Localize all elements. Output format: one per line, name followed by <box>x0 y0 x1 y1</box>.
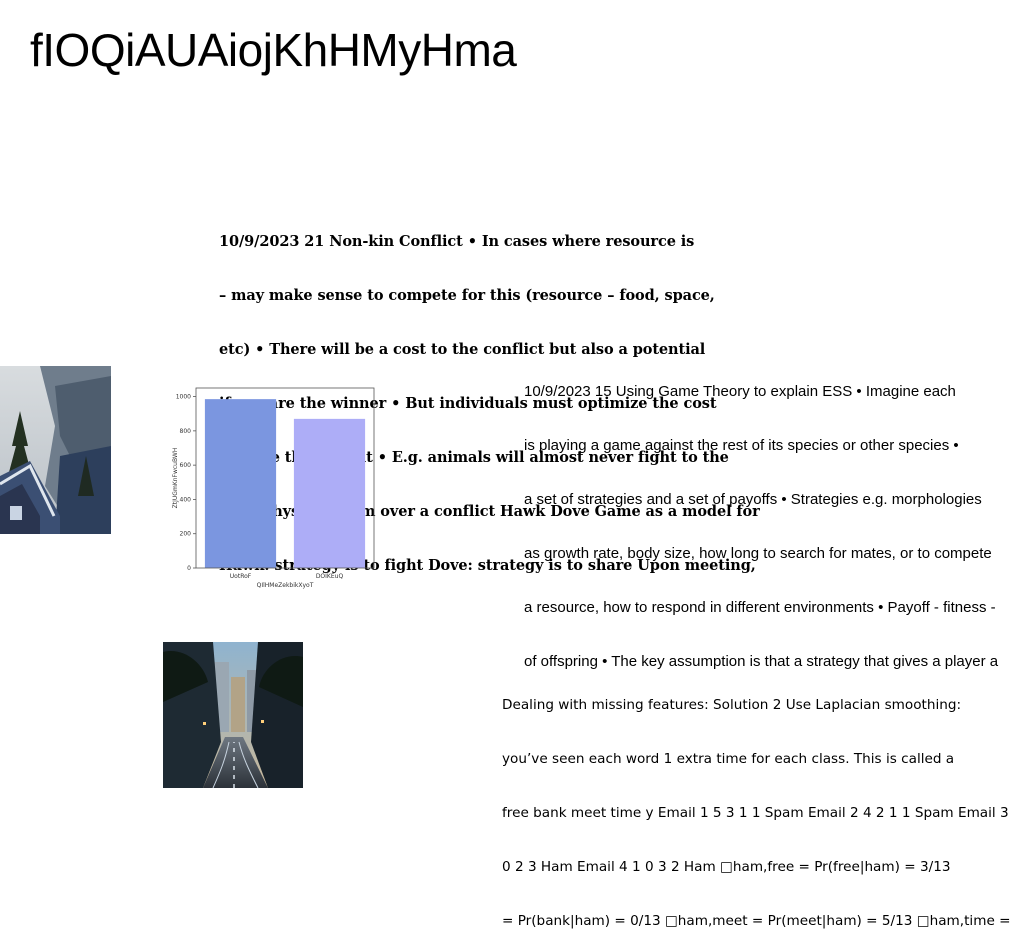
text-line: is playing a game against the rest of it… <box>524 437 959 454</box>
bar-chart: UotRoF DOIKEuQ 0 200 400 600 800 1000 QIlHMeZekb… <box>166 378 386 600</box>
y-tick-label: 0 <box>187 565 191 572</box>
text-block-laplacian-smoothing: Dealing with missing features: Solution … <box>502 660 1011 948</box>
text-line: free bank meet time y Email 1 5 3 1 1 Sp… <box>502 805 1009 821</box>
y-axis-label: ZtJUGmKnFwcuBWH <box>172 448 179 509</box>
text-line: a set of strategies and a set of payoffs… <box>524 491 982 508</box>
chart-bar <box>293 418 366 568</box>
mountain-cabin-photo <box>0 366 111 534</box>
y-tick-label: 400 <box>180 496 192 503</box>
text-line: – may make sense to compete for this (re… <box>219 287 715 304</box>
text-line: = Pr(bank|ham) = 0/13 □ham,meet = Pr(mee… <box>502 913 1011 929</box>
y-tick-label: 1000 <box>176 394 191 401</box>
x-tick-label: UotRoF <box>230 573 252 580</box>
text-block-non-kin-conflict: 10/9/2023 21 Non-kin Conflict • In cases… <box>219 197 760 593</box>
text-line: Dealing with missing features: Solution … <box>502 697 962 713</box>
text-line: 10/9/2023 21 Non-kin Conflict • In cases… <box>219 233 695 250</box>
y-tick-label: 800 <box>180 428 192 435</box>
bar-chart-svg: UotRoF DOIKEuQ 0 200 400 600 800 1000 QIlHMeZekb… <box>172 387 375 589</box>
mountain-cabin-image <box>0 366 111 534</box>
y-tick-label: 600 <box>180 462 192 469</box>
text-line: 10/9/2023 15 Using Game Theory to explai… <box>524 383 956 400</box>
text-line: a resource, how to respond in different … <box>524 599 996 616</box>
chart-bar <box>204 399 277 568</box>
city-street-image <box>163 642 303 788</box>
x-tick-label: DOIKEuQ <box>316 573 344 580</box>
y-tick-label: 200 <box>180 531 192 538</box>
x-axis-label: QIlHMeZekbikXyoT <box>257 582 314 589</box>
text-line: as growth rate, body size, how long to s… <box>524 545 992 562</box>
text-block-game-theory: 10/9/2023 15 Using Game Theory to explai… <box>524 347 998 689</box>
text-line: 0 2 3 Ham Email 4 1 0 3 2 Ham □ham,free … <box>502 859 951 875</box>
city-street-photo <box>163 642 303 788</box>
text-line: of offspring • The key assumption is tha… <box>524 653 999 670</box>
chart-frame <box>195 387 375 569</box>
text-line: etc) • There will be a cost to the confl… <box>219 341 706 358</box>
text-line: you’ve seen each word 1 extra time for e… <box>502 751 955 767</box>
page-title: fIOQiAUAiojKhHMyHma <box>30 24 517 76</box>
